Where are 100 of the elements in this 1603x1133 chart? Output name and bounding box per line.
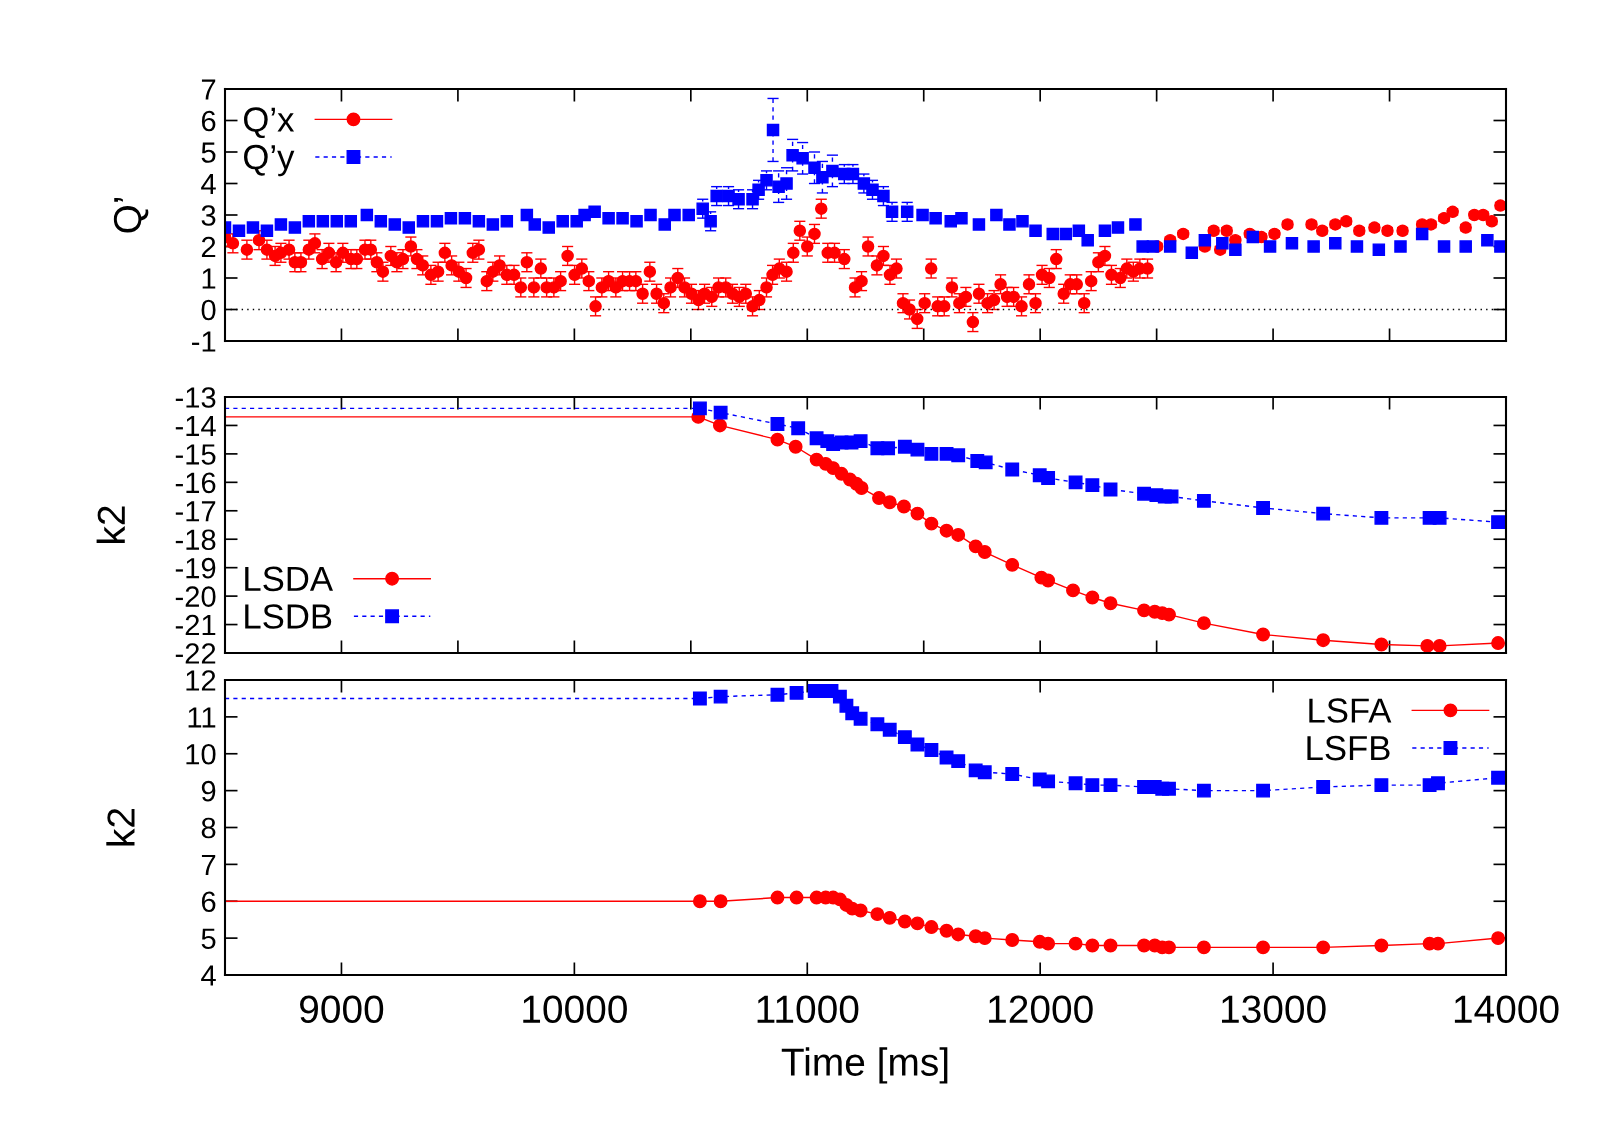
- point: [939, 923, 954, 938]
- legend-label: Q’y: [244, 144, 295, 177]
- point: [1068, 936, 1083, 951]
- point: [870, 907, 885, 922]
- point: [951, 927, 966, 942]
- point: [1491, 636, 1506, 650]
- point: [712, 418, 727, 433]
- y-tick-label: 8: [201, 817, 216, 839]
- point: [1256, 940, 1271, 955]
- point: [1316, 779, 1331, 794]
- point: [713, 689, 728, 704]
- point: [1491, 931, 1506, 946]
- point: [853, 903, 868, 918]
- x-axis-title: Time [ms]: [781, 1047, 948, 1084]
- point: [1431, 776, 1445, 791]
- point: [1085, 590, 1100, 605]
- y-tick-label: -20: [175, 586, 216, 607]
- y-tick-label: 1: [202, 268, 216, 289]
- point: [924, 920, 939, 935]
- point: [977, 931, 992, 946]
- point: [1041, 936, 1056, 951]
- y-tick-label: -21: [175, 614, 216, 636]
- y-tick-label: 2: [201, 236, 216, 258]
- point: [1196, 783, 1211, 798]
- y-axis-title: k2: [96, 506, 125, 543]
- point: [882, 495, 897, 510]
- point: [853, 711, 868, 726]
- point: [1256, 783, 1271, 798]
- point: [1005, 933, 1020, 947]
- point: [1374, 778, 1389, 793]
- y-tick-label: -14: [175, 415, 216, 437]
- y-tick-label: -18: [175, 529, 216, 551]
- point: [951, 448, 966, 463]
- point: [713, 405, 728, 420]
- point: [1491, 515, 1506, 530]
- point: [1066, 583, 1080, 598]
- point: [853, 434, 868, 449]
- point: [939, 523, 954, 538]
- point: [1085, 938, 1100, 953]
- x-tick-label: 9000: [300, 995, 384, 1024]
- point: [910, 442, 925, 457]
- legend-label: LSDB: [245, 604, 332, 629]
- point: [1431, 936, 1445, 951]
- point: [924, 516, 939, 531]
- y-tick-label: 5: [201, 928, 216, 949]
- point: [897, 439, 912, 454]
- point: [1162, 781, 1176, 796]
- point: [1432, 510, 1447, 525]
- y-tick-label: -19: [175, 557, 216, 579]
- point: [1085, 778, 1100, 793]
- point: [910, 737, 925, 752]
- legend-label: Q’x: [244, 107, 295, 139]
- point: [910, 506, 925, 521]
- y-tick-label: -17: [175, 501, 216, 522]
- y-tick-label: -22: [175, 643, 216, 664]
- point: [770, 890, 785, 905]
- point: [1103, 778, 1118, 793]
- point: [1432, 638, 1447, 653]
- point: [692, 691, 707, 706]
- point: [1196, 940, 1211, 955]
- point: [1085, 478, 1100, 493]
- point: [1103, 938, 1118, 953]
- point: [897, 914, 912, 929]
- legend-label: LSFB: [1307, 735, 1390, 761]
- point: [1196, 493, 1211, 508]
- point: [924, 446, 939, 461]
- point: [977, 545, 992, 559]
- point: [1041, 774, 1056, 789]
- y-tick-label: 10: [186, 743, 216, 765]
- point: [882, 722, 897, 737]
- x-tick-label: 12000: [989, 995, 1093, 1024]
- x-tick-label: 11000: [757, 995, 859, 1024]
- y-tick-label: 6: [201, 110, 216, 132]
- point: [882, 910, 897, 925]
- y-tick-label: 5: [201, 142, 216, 163]
- point: [1374, 938, 1389, 953]
- point: [770, 687, 785, 702]
- point: [692, 894, 707, 909]
- point: [789, 685, 804, 700]
- point: [1374, 637, 1389, 652]
- point: [788, 439, 803, 454]
- legend-label: LSFA: [1309, 698, 1392, 723]
- point: [910, 916, 925, 931]
- point: [1316, 633, 1331, 648]
- point: [1256, 627, 1271, 642]
- y-tick-label: -16: [175, 472, 216, 494]
- point: [924, 743, 939, 758]
- point: [1041, 573, 1056, 588]
- point: [770, 417, 785, 431]
- point: [897, 730, 912, 745]
- point: [951, 754, 966, 769]
- point: [1005, 767, 1020, 781]
- point: [1374, 510, 1389, 525]
- point: [978, 455, 993, 470]
- y-tick-label: 11: [188, 707, 216, 728]
- point: [1316, 506, 1331, 521]
- point: [1005, 462, 1020, 477]
- point: [951, 528, 966, 542]
- y-tick-label: 7: [201, 854, 216, 875]
- y-tick-label: 0: [201, 299, 216, 321]
